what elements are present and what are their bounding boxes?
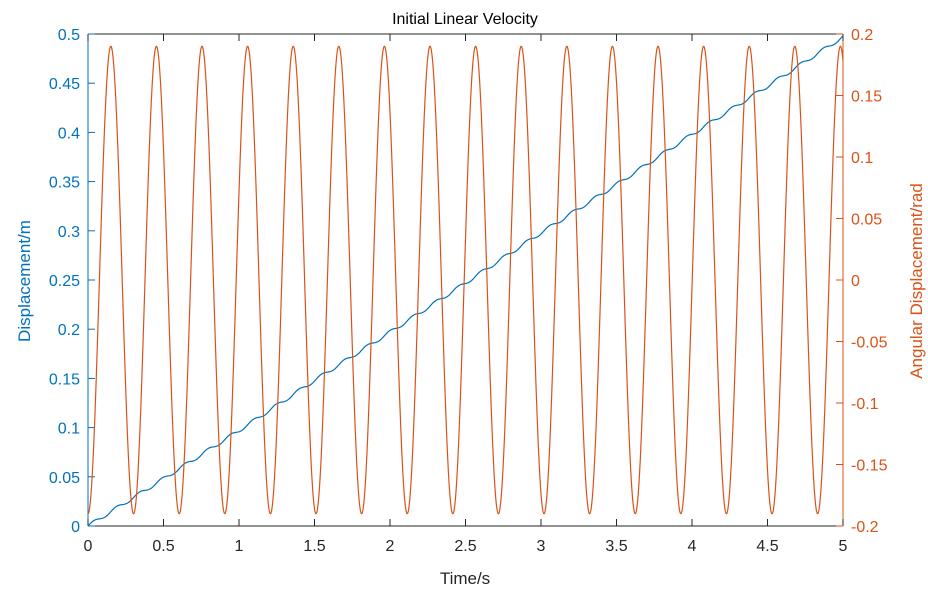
x-tick-label: 1 — [235, 538, 244, 555]
y-left-ticks: 0 0.05 0.1 0.15 0.2 0.25 0.3 0.35 0.4 0.45 0.5 — [49, 27, 95, 536]
x-tick-label: 0.5 — [152, 538, 174, 555]
y-right-axis-label: Angular Displacement/rad — [907, 183, 926, 379]
y-left-tick-label: 0.05 — [49, 470, 80, 487]
y-right-tick-label: -0.2 — [851, 519, 879, 536]
series-displacement-line — [87, 35, 844, 527]
y-right-tick-label: -0.1 — [851, 396, 879, 413]
y-left-tick-label: 0.15 — [49, 371, 80, 388]
y-left-tick-label: 0.45 — [49, 76, 80, 93]
y-left-tick-label: 0.3 — [58, 224, 80, 241]
x-axis-label: Time/s — [440, 569, 490, 588]
x-tick-label: 3.5 — [605, 538, 627, 555]
y-left-tick-label: 0 — [71, 519, 80, 536]
y-right-tick-label: 0.15 — [851, 89, 882, 106]
y-left-tick-label: 0.1 — [58, 421, 80, 438]
y-right-ticks: -0.2 -0.15 -0.1 -0.05 0 0.05 0.1 0.15 0.2 — [836, 27, 888, 536]
x-tick-label: 4.5 — [756, 538, 778, 555]
x-tick-label: 5 — [839, 538, 848, 555]
series-layer — [87, 35, 844, 527]
y-right-tick-label: -0.05 — [851, 335, 888, 352]
y-right-tick-label: 0.2 — [851, 27, 873, 44]
y-left-tick-label: 0.5 — [58, 27, 80, 44]
x-tick-label: 2.5 — [454, 538, 476, 555]
x-tick-label: 1.5 — [303, 538, 325, 555]
y-right-tick-label: -0.15 — [851, 458, 888, 475]
y-left-axis-label: Displacement/m — [15, 220, 34, 342]
y-left-tick-label: 0.25 — [49, 273, 80, 290]
x-tick-label: 4 — [688, 538, 697, 555]
y-right-tick-label: 0 — [851, 273, 860, 290]
x-tick-label: 3 — [537, 538, 546, 555]
x-tick-label: 0 — [84, 538, 93, 555]
y-right-tick-label: 0.1 — [851, 150, 873, 167]
x-tick-label: 2 — [386, 538, 395, 555]
series-angular-line — [87, 45, 844, 515]
y-left-tick-label: 0.4 — [58, 125, 80, 142]
y-left-tick-label: 0.35 — [49, 175, 80, 192]
y-left-tick-label: 0.2 — [58, 322, 80, 339]
axes-box — [87, 33, 844, 527]
x-ticks: 0 0.5 1 1.5 2 2.5 3 3.5 4 4.5 5 — [84, 34, 848, 555]
chart-title: Initial Linear Velocity — [392, 11, 538, 28]
y-right-tick-label: 0.05 — [851, 212, 882, 229]
